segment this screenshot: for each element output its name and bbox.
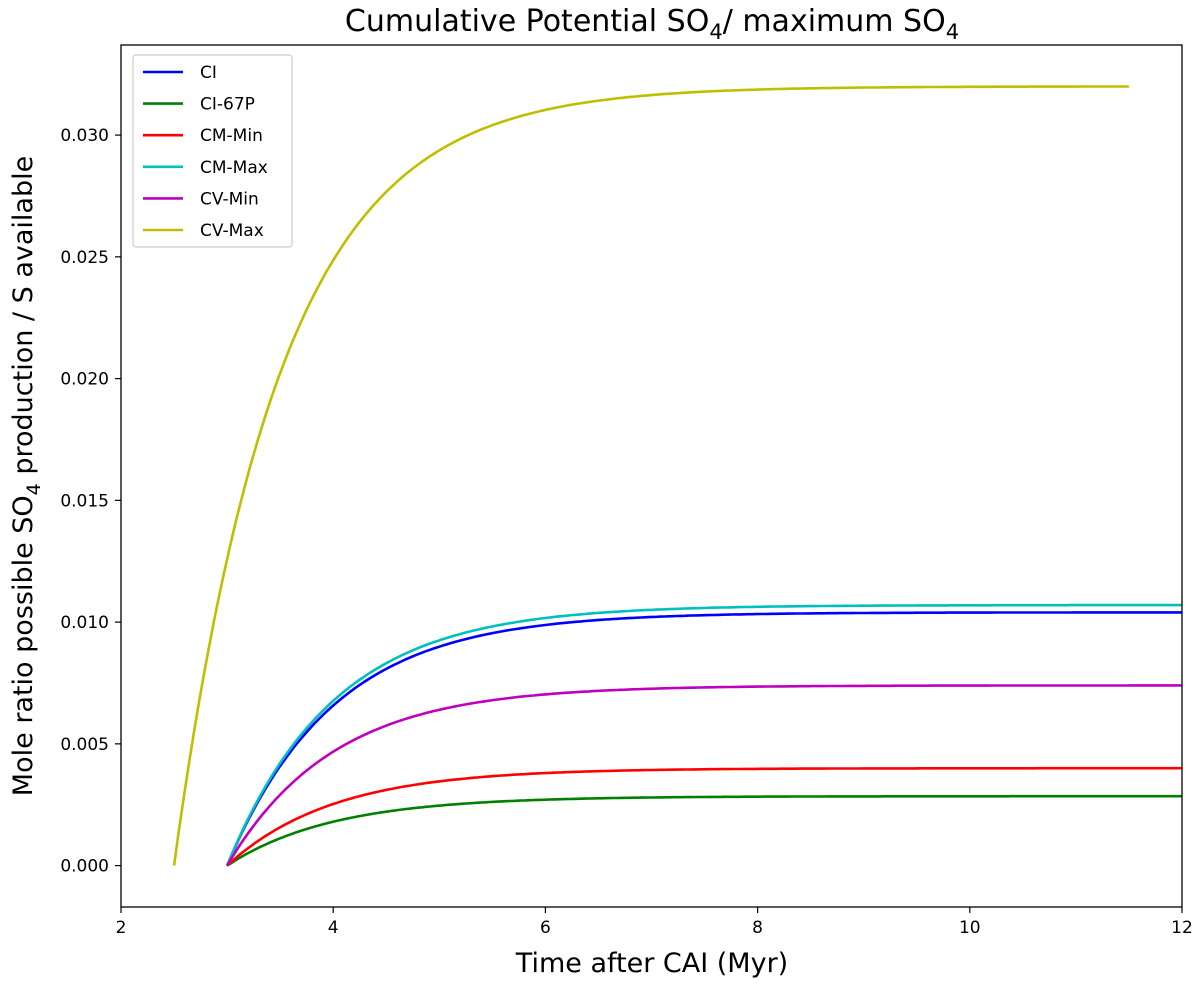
- y-tick-label: 0.030: [60, 126, 109, 146]
- legend-label: CI-67P: [200, 95, 255, 115]
- y-tick-label: 0.005: [60, 735, 109, 755]
- y-tick-label: 0.000: [60, 857, 109, 877]
- x-tick-label: 2: [116, 918, 127, 938]
- y-ticks: 0.000 0.005 0.010 0.015 0.020 0.025 0.030: [60, 126, 121, 877]
- legend-label: CV-Min: [200, 189, 259, 209]
- series-line-cv-min: [225, 684, 1182, 867]
- legend-box: [132, 54, 293, 248]
- legend-label: CM-Min: [200, 126, 263, 146]
- legend: CI CI-67P CM-Min CM-Max CV-Min CV-Max: [132, 54, 293, 248]
- series-line-ci: [225, 611, 1182, 867]
- legend-entries: CI CI-67P CM-Min CM-Max CV-Min CV-Max: [143, 63, 268, 241]
- y-tick-label: 0.025: [60, 248, 109, 268]
- series-layer: [172, 85, 1182, 867]
- series-line-cm-min: [226, 766, 1182, 867]
- x-ticks: 2 4 6 8 10 12: [116, 907, 1193, 938]
- x-tick-label: 8: [752, 918, 763, 938]
- x-tick-label: 12: [1171, 918, 1193, 938]
- y-tick-label: 0.020: [60, 370, 109, 390]
- x-tick-label: 4: [328, 918, 339, 938]
- y-axis-title: Mole ratio possible SO4 production / S a…: [8, 156, 45, 796]
- x-tick-label: 10: [959, 918, 981, 938]
- y-tick-label: 0.015: [60, 491, 109, 511]
- chart-title: Cumulative Potential SO4/ maximum SO4: [345, 4, 959, 44]
- series-line-cm-max: [225, 603, 1182, 867]
- x-tick-label: 6: [540, 918, 551, 938]
- series-line-ci-67p: [226, 794, 1182, 867]
- legend-label: CI: [200, 63, 217, 83]
- y-tick-label: 0.010: [60, 613, 109, 633]
- legend-label: CM-Max: [200, 158, 268, 178]
- x-axis-title: Time after CAI (Myr): [515, 948, 788, 979]
- plot-frame: [120, 44, 1183, 908]
- series-line-cv-max: [172, 85, 1129, 866]
- legend-label: CV-Max: [200, 221, 264, 241]
